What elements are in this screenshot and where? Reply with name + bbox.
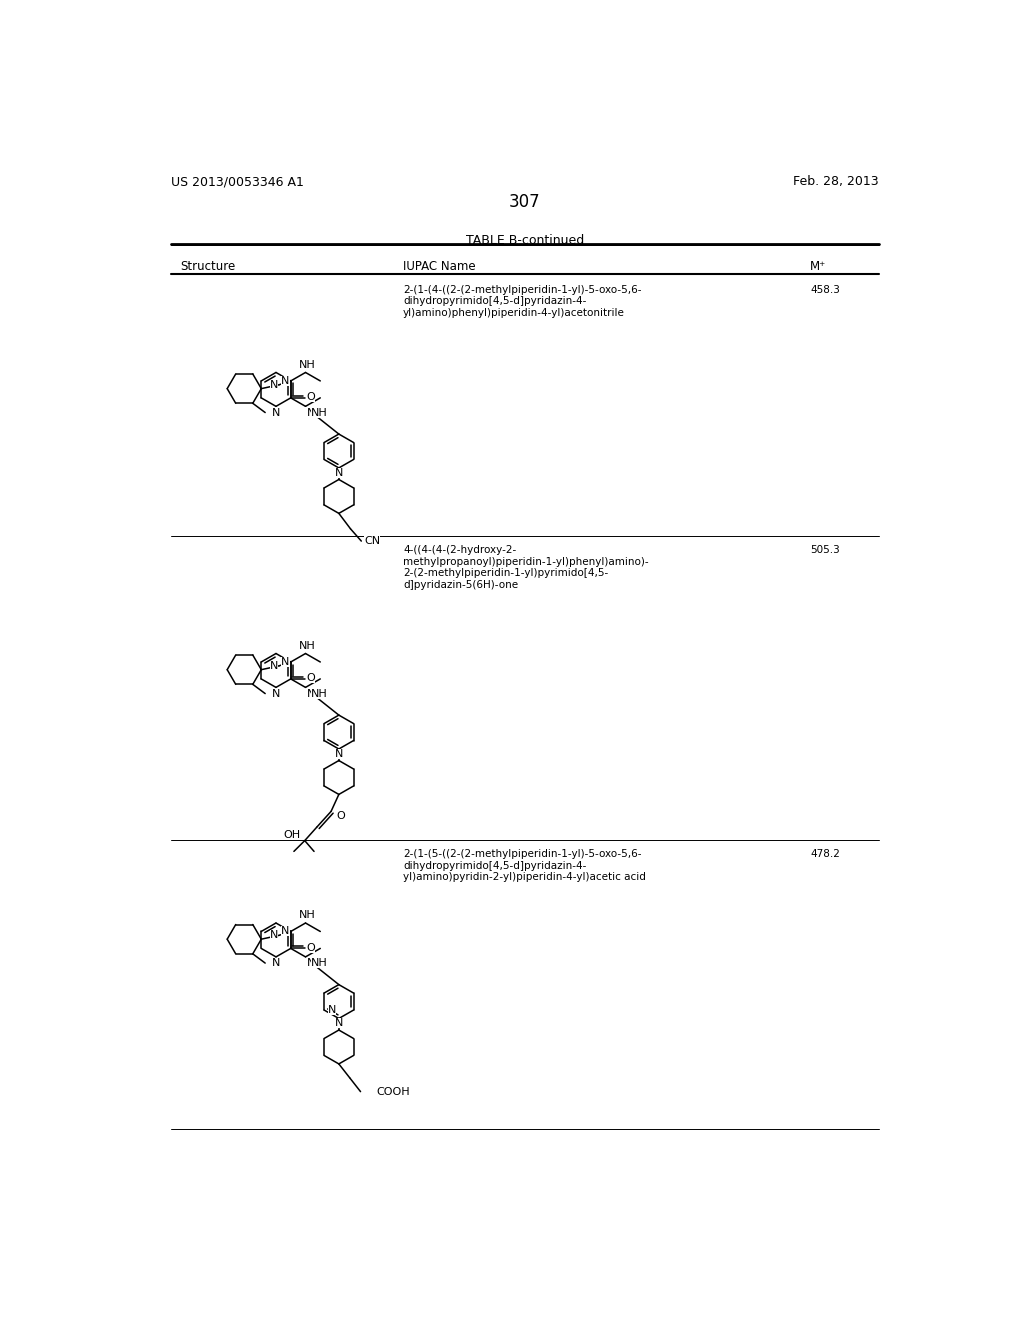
Text: O: O <box>306 942 315 953</box>
Text: O: O <box>306 673 315 684</box>
Text: 458.3: 458.3 <box>810 285 840 294</box>
Text: NH: NH <box>306 958 324 968</box>
Text: N: N <box>269 931 278 940</box>
Text: N: N <box>282 657 290 667</box>
Text: TABLE B-continued: TABLE B-continued <box>466 234 584 247</box>
Text: NH: NH <box>299 640 315 651</box>
Text: NH: NH <box>299 911 315 920</box>
Text: IUPAC Name: IUPAC Name <box>403 260 476 273</box>
Text: N: N <box>282 376 290 385</box>
Text: NH: NH <box>306 408 324 417</box>
Text: O: O <box>306 392 315 403</box>
Text: N: N <box>271 958 281 968</box>
Text: 307: 307 <box>509 193 541 211</box>
Text: N: N <box>335 467 343 478</box>
Text: NH: NH <box>311 689 328 698</box>
Text: NH: NH <box>299 360 315 370</box>
Text: COOH: COOH <box>376 1086 410 1097</box>
Text: N: N <box>269 380 278 389</box>
Text: N: N <box>328 1005 336 1015</box>
Text: O: O <box>336 810 345 821</box>
Text: 2-(1-(4-((2-(2-methylpiperidin-1-yl)-5-oxo-5,6-
dihydropyrimido[4,5-d]pyridazin-: 2-(1-(4-((2-(2-methylpiperidin-1-yl)-5-o… <box>403 285 642 318</box>
Text: 4-((4-(4-(2-hydroxy-2-
methylpropanoyl)piperidin-1-yl)phenyl)amino)-
2-(2-methyl: 4-((4-(4-(2-hydroxy-2- methylpropanoyl)p… <box>403 545 649 590</box>
Text: NH: NH <box>311 958 328 968</box>
Text: M⁺: M⁺ <box>810 260 826 273</box>
Text: Feb. 28, 2013: Feb. 28, 2013 <box>794 176 879 189</box>
Text: 2-(1-(5-((2-(2-methylpiperidin-1-yl)-5-oxo-5,6-
dihydropyrimido[4,5-d]pyridazin-: 2-(1-(5-((2-(2-methylpiperidin-1-yl)-5-o… <box>403 849 646 882</box>
Text: CN: CN <box>365 536 380 546</box>
Text: NH: NH <box>306 689 324 698</box>
Text: Structure: Structure <box>180 260 236 273</box>
Text: 478.2: 478.2 <box>810 849 840 859</box>
Text: N: N <box>271 408 281 417</box>
Text: N: N <box>335 748 343 759</box>
Text: US 2013/0053346 A1: US 2013/0053346 A1 <box>171 176 303 189</box>
Text: OH: OH <box>284 830 301 841</box>
Text: N: N <box>269 661 278 671</box>
Text: N: N <box>282 927 290 936</box>
Text: 505.3: 505.3 <box>810 545 840 554</box>
Text: N: N <box>335 1018 343 1028</box>
Text: N: N <box>271 689 281 698</box>
Text: NH: NH <box>311 408 328 417</box>
